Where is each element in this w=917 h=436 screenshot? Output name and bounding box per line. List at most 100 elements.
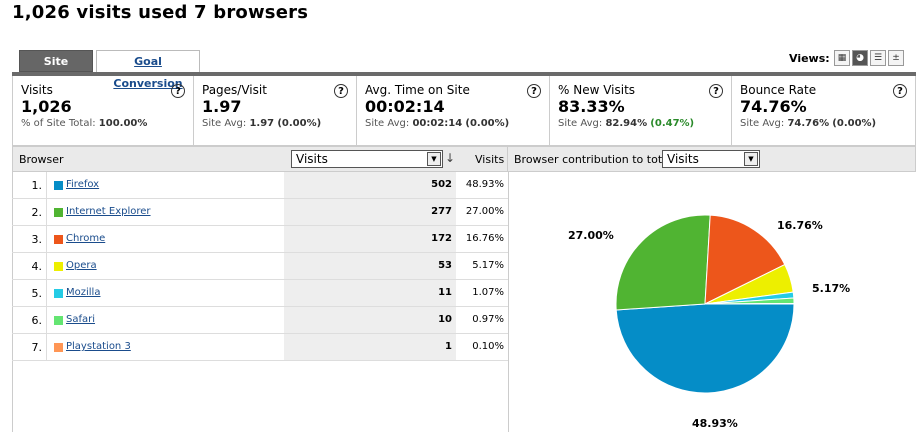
table-row: 4. Opera 53 5.17% bbox=[12, 253, 508, 280]
contribution-select[interactable]: Visits ▼ bbox=[662, 150, 760, 168]
metric-sub-delta: (0.47%) bbox=[650, 118, 695, 129]
column-header-visits[interactable]: Visits bbox=[475, 153, 505, 166]
bar-icon: ☰ bbox=[873, 53, 883, 63]
comparison-icon: ± bbox=[892, 53, 900, 63]
browser-link[interactable]: Firefox bbox=[66, 179, 100, 190]
table-row: 2. Internet Explorer 277 27.00% bbox=[12, 199, 508, 226]
pie-slice-firefox[interactable] bbox=[615, 303, 795, 394]
chevron-down-icon: ▼ bbox=[744, 152, 758, 166]
help-icon[interactable]: ? bbox=[709, 84, 723, 98]
row-index: 6. bbox=[31, 314, 43, 327]
metric-value: 1.97 bbox=[202, 97, 242, 116]
help-icon[interactable]: ? bbox=[171, 84, 185, 98]
page-title: 1,026 visits used 7 browsers bbox=[12, 2, 309, 23]
metric-value: 00:02:14 bbox=[365, 97, 445, 116]
pie-label-firefox: 48.93% bbox=[692, 417, 738, 430]
visits-value: 502 bbox=[431, 179, 452, 190]
metric-sub-prefix: Site Avg: bbox=[365, 118, 413, 129]
metric-label: Pages/Visit bbox=[202, 83, 267, 97]
legend-swatch bbox=[54, 262, 63, 271]
metric-sub-value: 100.00% bbox=[98, 118, 148, 129]
metric-sub: Site Avg: 00:02:14 (0.00%) bbox=[365, 118, 549, 129]
metric-avg-time: Avg. Time on Site 00:02:14 Site Avg: 00:… bbox=[357, 76, 550, 145]
visits-cell-bg bbox=[284, 307, 456, 333]
pie-view-button[interactable]: ◕ bbox=[852, 50, 868, 66]
views-label: Views: bbox=[789, 52, 830, 65]
metric-sub-value: 82.94% bbox=[605, 118, 648, 129]
metric-sub: % of Site Total: 100.00% bbox=[21, 118, 193, 129]
pie-slice-chrome[interactable] bbox=[704, 214, 786, 305]
metric-sub-prefix: Site Avg: bbox=[740, 118, 788, 129]
metric-sub-prefix: Site Avg: bbox=[558, 118, 606, 129]
visits-value: 10 bbox=[438, 314, 452, 325]
metric-sub-prefix: Site Avg: bbox=[202, 118, 250, 129]
sort-down-icon[interactable]: ↓ bbox=[445, 151, 456, 165]
contribution-select-value: Visits bbox=[667, 152, 699, 166]
table-row: 5. Mozilla 11 1.07% bbox=[12, 280, 508, 307]
visits-percent: 16.76% bbox=[465, 233, 504, 244]
pie-icon: ◕ bbox=[856, 53, 864, 63]
metric-value: 1,026 bbox=[21, 97, 72, 116]
visits-value: 11 bbox=[438, 287, 452, 298]
legend-swatch bbox=[54, 316, 63, 325]
grid-icon: ▦ bbox=[837, 53, 847, 63]
visits-value: 277 bbox=[431, 206, 452, 217]
metric-sub: Site Avg: 82.94% (0.47%) bbox=[558, 118, 731, 129]
grid-view-button[interactable]: ▦ bbox=[834, 50, 850, 66]
metric-sub: Site Avg: 1.97 (0.00%) bbox=[202, 118, 356, 129]
bar-view-button[interactable]: ☰ bbox=[870, 50, 886, 66]
pie-slice-playstation-3[interactable] bbox=[704, 302, 795, 305]
browser-link[interactable]: Playstation 3 bbox=[66, 341, 131, 352]
pie-label-chrome: 16.76% bbox=[777, 219, 823, 232]
visits-cell-bg bbox=[284, 280, 456, 306]
metric-sub-delta: (0.00%) bbox=[277, 118, 322, 129]
chart-header-label: Browser contribution to total: bbox=[514, 153, 676, 166]
legend-swatch bbox=[54, 343, 63, 352]
pie-chart-area: 48.93% 27.00% 16.76% 5.17% bbox=[508, 172, 916, 432]
table-header: Browser Visits ▼ ↓ Visits bbox=[12, 146, 508, 172]
visits-cell-bg bbox=[284, 253, 456, 279]
legend-swatch bbox=[54, 181, 63, 190]
metric-new-visits: % New Visits 83.33% Site Avg: 82.94% (0.… bbox=[550, 76, 732, 145]
metric-sub-prefix: % of Site Total: bbox=[21, 118, 99, 129]
pie-slice-internet-explorer[interactable] bbox=[615, 214, 711, 311]
table-row: 7. Playstation 3 1 0.10% bbox=[12, 334, 508, 361]
help-icon[interactable]: ? bbox=[893, 84, 907, 98]
chart-header: Browser contribution to total: Visits ▼ bbox=[508, 146, 916, 172]
metric-select-value: Visits bbox=[296, 152, 328, 166]
tab-goal-conversion[interactable]: Goal Conversion bbox=[96, 50, 200, 90]
visits-cell-bg bbox=[284, 226, 456, 252]
metrics-summary: Visits 1,026 % of Site Total: 100.00% ? … bbox=[12, 76, 916, 146]
visits-percent: 0.97% bbox=[472, 314, 504, 325]
comparison-view-button[interactable]: ± bbox=[888, 50, 904, 66]
row-index: 5. bbox=[31, 287, 43, 300]
visits-percent: 48.93% bbox=[465, 179, 504, 190]
column-header-browser[interactable]: Browser bbox=[19, 153, 64, 166]
browser-link[interactable]: Mozilla bbox=[66, 287, 101, 298]
metric-sub: Site Avg: 74.76% (0.00%) bbox=[740, 118, 917, 129]
table-left-border bbox=[12, 172, 13, 432]
browser-link[interactable]: Safari bbox=[66, 314, 96, 325]
metric-label: Bounce Rate bbox=[740, 83, 817, 97]
visits-cell-bg bbox=[284, 172, 456, 198]
row-index: 3. bbox=[31, 233, 43, 246]
metric-select[interactable]: Visits ▼ bbox=[291, 150, 443, 168]
help-icon[interactable]: ? bbox=[527, 84, 541, 98]
browser-link[interactable]: Chrome bbox=[66, 233, 106, 244]
legend-swatch bbox=[54, 289, 63, 298]
metrics-band bbox=[12, 72, 916, 76]
legend-swatch bbox=[54, 208, 63, 217]
visits-value: 172 bbox=[431, 233, 452, 244]
tab-site-usage[interactable]: Site Usage bbox=[19, 50, 93, 90]
pie-chart bbox=[615, 214, 795, 394]
browser-link[interactable]: Opera bbox=[66, 260, 97, 271]
visits-percent: 5.17% bbox=[472, 260, 504, 271]
row-index: 7. bbox=[31, 341, 43, 354]
metric-sub-delta: (0.00%) bbox=[465, 118, 510, 129]
help-icon[interactable]: ? bbox=[334, 84, 348, 98]
browser-link[interactable]: Internet Explorer bbox=[66, 206, 151, 217]
visits-percent: 1.07% bbox=[472, 287, 504, 298]
visits-cell-bg bbox=[284, 334, 456, 360]
metric-label: Avg. Time on Site bbox=[365, 83, 470, 97]
metric-bounce-rate: Bounce Rate 74.76% Site Avg: 74.76% (0.0… bbox=[732, 76, 917, 145]
